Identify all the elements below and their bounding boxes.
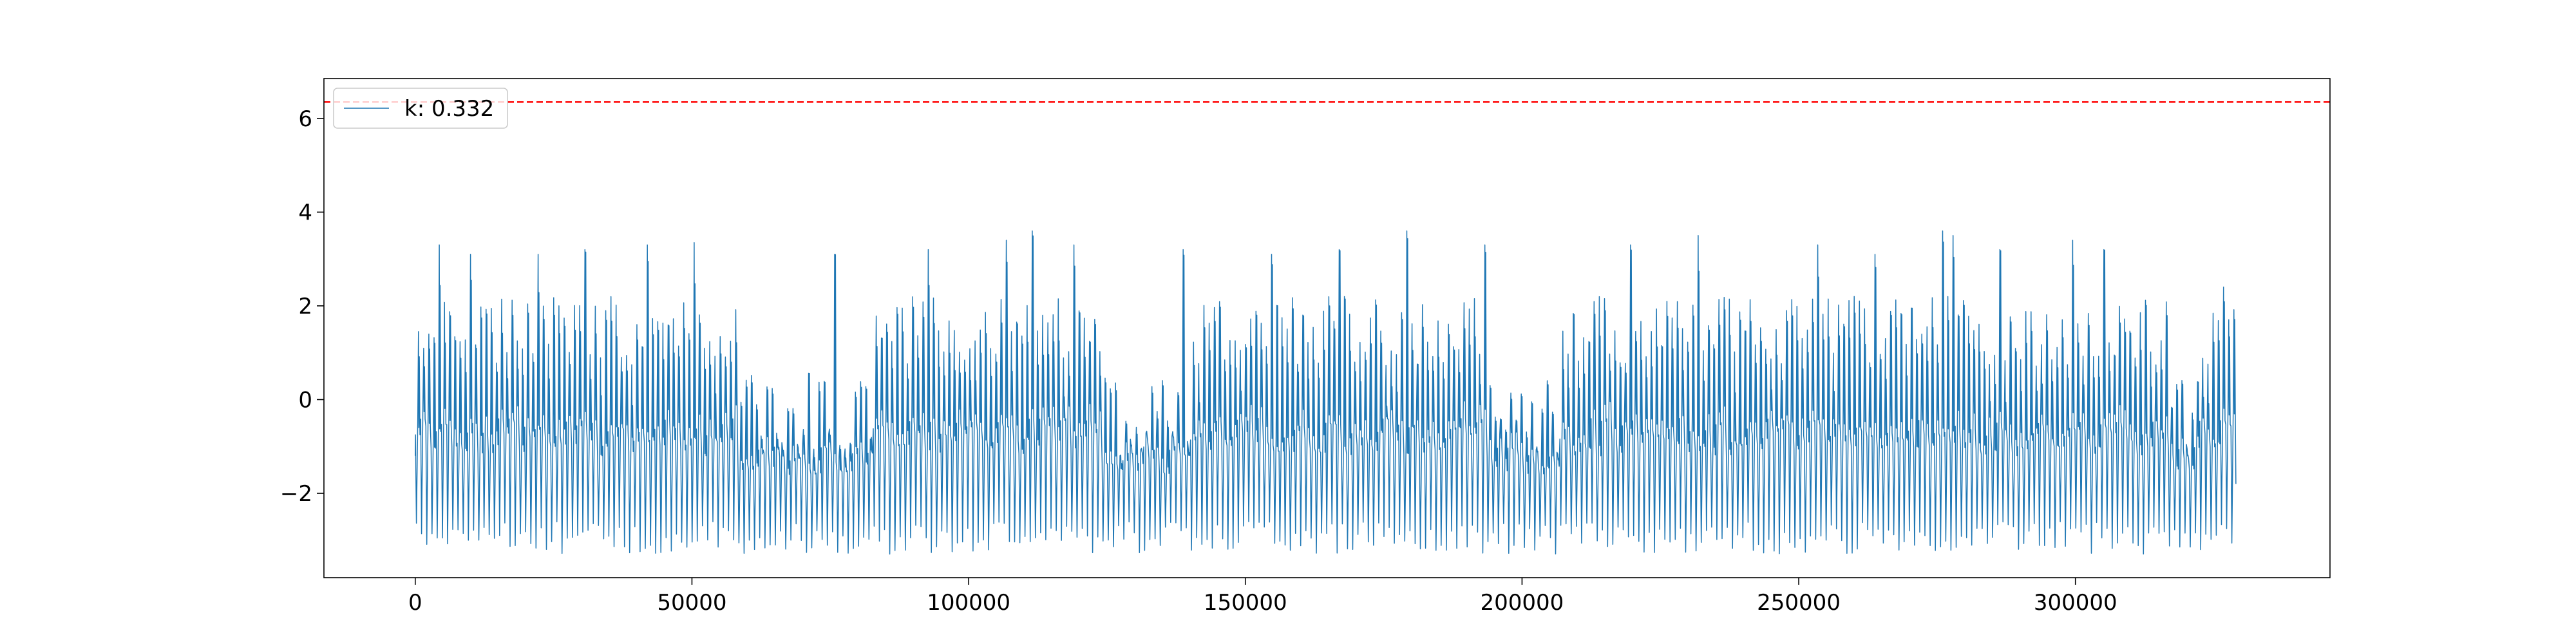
y-tick-label: 6 <box>298 106 312 132</box>
y-tick-label: 0 <box>298 387 312 413</box>
series-line-k <box>415 230 2237 555</box>
x-tick-label: 50000 <box>657 590 726 616</box>
y-tick-label: 2 <box>298 294 312 319</box>
plot-frame <box>323 78 2331 578</box>
x-tick-label: 150000 <box>1204 590 1287 616</box>
x-tick-label: 200000 <box>1481 590 1564 616</box>
legend-label: k: 0.332 <box>404 96 494 122</box>
legend-box <box>333 88 508 129</box>
y-tick-label: 4 <box>298 200 312 225</box>
y-tick-label: −2 <box>280 481 312 507</box>
x-tick-label: 0 <box>408 590 422 616</box>
legend: k: 0.332 <box>333 88 508 129</box>
x-tick-label: 300000 <box>2034 590 2117 616</box>
x-tick-label: 250000 <box>1757 590 1841 616</box>
x-tick-label: 100000 <box>927 590 1010 616</box>
